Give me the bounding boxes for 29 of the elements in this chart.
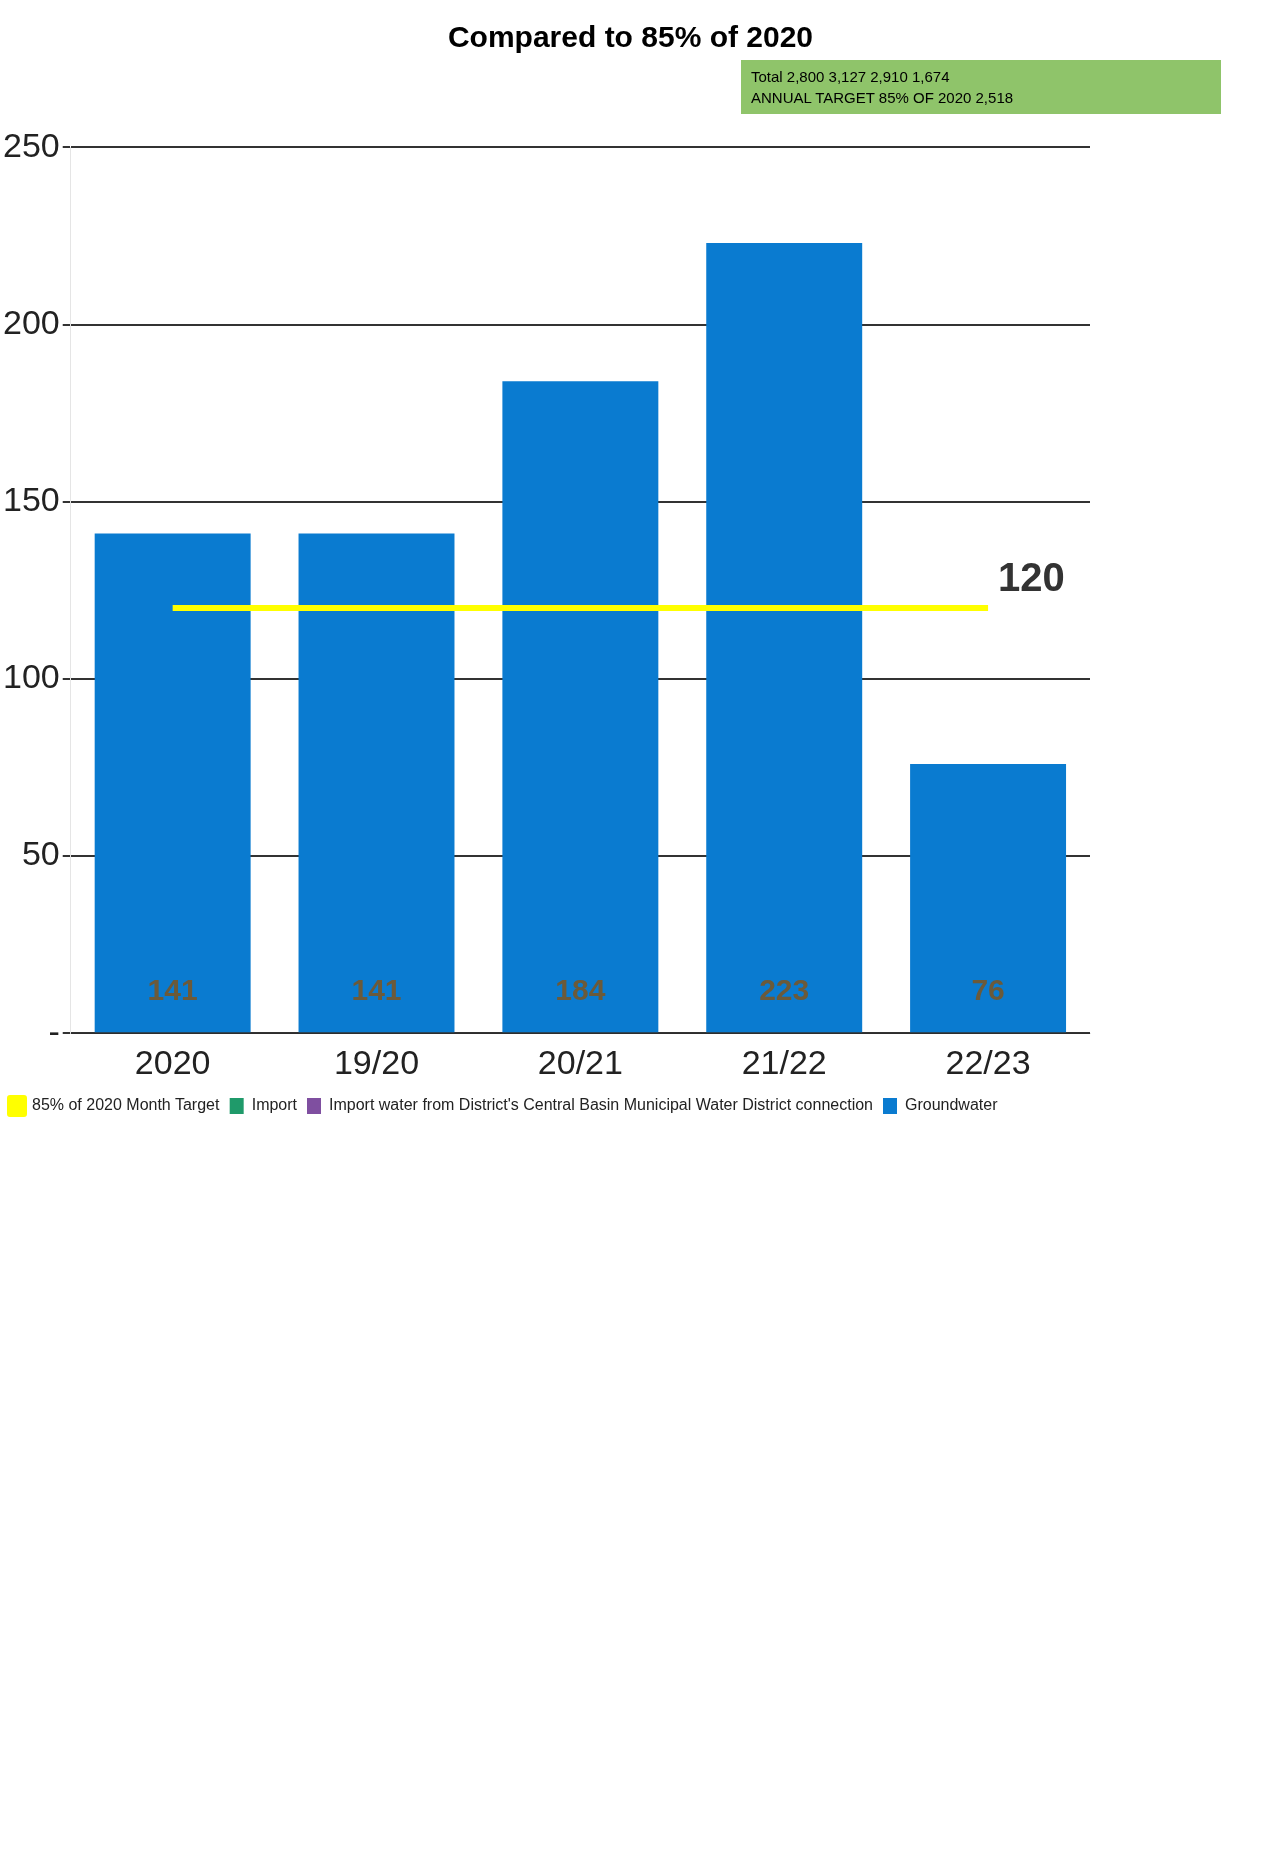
data-label: 120 [998, 555, 1065, 600]
data-label: 76 [971, 973, 1005, 1007]
legend-label: Groundwater [904, 1096, 999, 1114]
data-label: 184 [555, 973, 606, 1007]
y-tick-label: 150 [2, 480, 60, 519]
chart-title: Compared to 85% of 2020 [446, 20, 815, 54]
y-tick-label: 50 [21, 834, 60, 873]
x-tick-label: 20/21 [537, 1042, 623, 1081]
bar [502, 381, 659, 1033]
x-tick-label: 22/23 [945, 1042, 1031, 1081]
bar [910, 763, 1067, 1033]
y-tick-label: 250 [2, 125, 60, 164]
y-tick-label: - [48, 1011, 60, 1050]
x-tick-label: 19/20 [333, 1042, 420, 1081]
y-tick-label: 200 [2, 302, 60, 341]
data-label: 141 [147, 973, 198, 1007]
text: ANNUAL TARGET 85% OF 2020 2,518 [751, 88, 1015, 108]
legend-label: Import [251, 1096, 298, 1114]
data-label: 141 [351, 973, 402, 1007]
bar [298, 533, 455, 1033]
y-tick-label: 100 [2, 657, 60, 696]
legend-label: Import water from District's Central Basin Municipal Water District connection [329, 1096, 873, 1114]
bar [706, 243, 863, 1033]
bar [94, 533, 251, 1033]
legend-label: 85% of 2020 Month Target [32, 1096, 220, 1114]
text: Total 2,800 3,127 2,910 1,674 [751, 67, 951, 87]
data-label: 223 [759, 973, 810, 1007]
x-tick-label: 21/22 [741, 1042, 827, 1081]
x-tick-label: 2020 [134, 1042, 211, 1081]
